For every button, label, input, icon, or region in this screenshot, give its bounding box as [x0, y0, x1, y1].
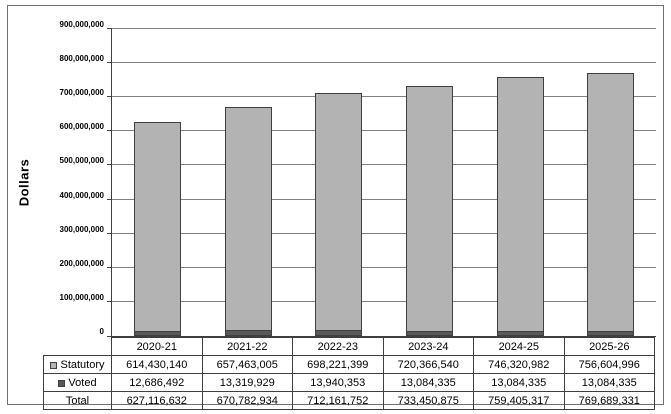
table-cell: 12,686,492 [111, 373, 203, 392]
bar-2023-24 [405, 85, 453, 336]
bar-2022-23 [315, 93, 363, 336]
legend-marker-voted [58, 379, 66, 387]
legend-cell-statutory: Statutory [43, 355, 112, 374]
y-axis-tick-label: 600,000,000 [59, 122, 105, 132]
y-axis-tick [107, 130, 112, 132]
y-axis-tick-label: 300,000,000 [59, 224, 105, 234]
y-axis-tick [107, 336, 112, 337]
table-cell: 627,116,632 [111, 391, 203, 410]
table-cell: 2020-21 [111, 337, 203, 356]
table-cell: 657,463,005 [201, 355, 293, 374]
bar-2025-26 [587, 73, 635, 336]
legend-marker-statutory [50, 361, 58, 369]
y-axis-tick-label: 100,000,000 [59, 292, 105, 302]
bar-2020-21 [133, 122, 181, 336]
table-header-row: 2020-21 2021-22 2022-23 2023-24 2024-25 2025-… [44, 337, 655, 356]
gridline [112, 232, 656, 234]
y-axis-tick-label: 0 [99, 327, 104, 336]
table-cell: 733,450,875 [382, 391, 474, 410]
y-axis-tick-label: 800,000,000 [59, 54, 105, 64]
table-row-total: Total 627,116,632 670,782,934 712,161,752 73… [43, 391, 655, 410]
y-axis-tick-label: 900,000,000 [59, 20, 105, 29]
table-cell: 13,084,335 [382, 373, 474, 392]
table-cell: 746,320,982 [473, 355, 565, 374]
y-axis-tick [107, 62, 112, 64]
y-axis-tick [107, 300, 112, 302]
gridline [112, 96, 656, 98]
table-cell: 2024-25 [473, 337, 565, 356]
bar-2021-22 [224, 107, 272, 336]
gridline [112, 164, 656, 166]
gridline [112, 28, 656, 29]
bar-segment-voted [406, 330, 452, 335]
table-cell: 698,221,399 [292, 355, 384, 374]
table-cell: 13,940,353 [292, 373, 384, 392]
gridline [112, 266, 656, 268]
table-cell: 13,319,929 [201, 373, 293, 392]
gridline [112, 62, 656, 64]
bar-2024-25 [496, 76, 544, 336]
y-axis-tick [107, 232, 112, 234]
y-axis-tick-label: 700,000,000 [59, 88, 105, 98]
y-axis-tick [107, 28, 112, 29]
table-cell: 712,161,752 [292, 391, 384, 410]
legend-cell-voted: Voted [43, 373, 112, 392]
table-cell: 13,084,335 [563, 373, 655, 392]
chart-outer-border: Dollars 0 100,000,000 200,000,000 300,000,0… [7, 5, 664, 410]
y-axis-tick-label: 500,000,000 [59, 156, 105, 166]
table-cell: 670,782,934 [201, 391, 293, 410]
table-cell: 2022-23 [292, 337, 384, 356]
gridline [112, 198, 656, 200]
data-table: 2020-21 2021-22 2022-23 2023-24 2024-25 2025-… [43, 337, 655, 410]
table-corner-cell [44, 338, 112, 356]
bar-segment-voted [225, 330, 271, 335]
bar-segment-voted [316, 330, 362, 335]
y-axis-tick-label: 200,000,000 [59, 258, 105, 268]
total-row-label: Total [43, 391, 112, 410]
y-axis-tick [107, 96, 112, 98]
bar-segment-voted [588, 330, 634, 335]
bar-segment-voted [497, 330, 543, 335]
table-cell: 2025-26 [563, 337, 655, 356]
table-cell: 759,405,317 [473, 391, 565, 410]
table-cell: 13,084,335 [473, 373, 565, 392]
table-row-statutory: Statutory 614,430,140 657,463,005 698,221,3… [43, 355, 655, 374]
table-cell: 720,366,540 [382, 355, 474, 374]
y-axis-tick [107, 164, 112, 166]
y-axis-tick-label: 400,000,000 [59, 190, 105, 200]
table-cell: 2021-22 [201, 337, 293, 356]
y-axis-tick [107, 266, 112, 268]
table-cell: 769,689,331 [563, 391, 655, 410]
y-axis-title-text: Dollars [16, 158, 32, 207]
table-cell: 614,430,140 [111, 355, 203, 374]
table-cell: 2023-24 [382, 337, 474, 356]
plot-area [107, 28, 656, 337]
bar-segment-voted [134, 330, 180, 335]
gridline [112, 130, 656, 132]
y-axis-title: Dollars [7, 29, 41, 336]
gridline [112, 300, 656, 302]
table-row-voted: Voted 12,686,492 13,319,929 13,940,353 13,08… [43, 373, 655, 392]
y-axis-tick [107, 198, 112, 200]
table-cell: 756,604,996 [563, 355, 655, 374]
